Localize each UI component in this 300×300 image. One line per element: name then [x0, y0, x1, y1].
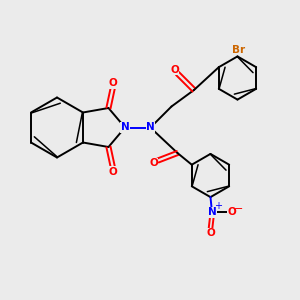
Text: O: O — [109, 78, 117, 88]
Text: O: O — [227, 207, 236, 217]
Text: O: O — [206, 228, 215, 238]
Text: Br: Br — [232, 45, 245, 55]
Text: O: O — [109, 167, 117, 177]
Text: −: − — [233, 204, 243, 214]
Text: +: + — [214, 201, 222, 211]
Text: O: O — [170, 65, 179, 75]
Text: N: N — [121, 122, 129, 133]
Text: N: N — [146, 122, 155, 133]
Text: O: O — [149, 158, 158, 169]
Text: N: N — [208, 207, 216, 217]
